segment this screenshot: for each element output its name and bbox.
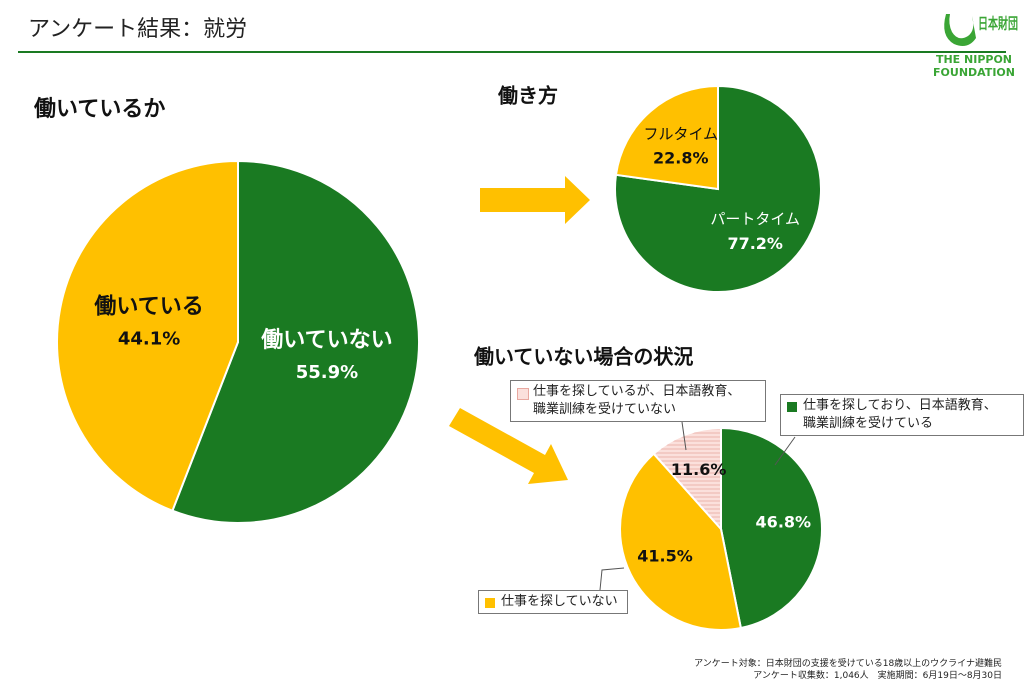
slice-label: 働いていない (260, 327, 392, 353)
leader-line (599, 567, 625, 591)
arrow (480, 176, 590, 224)
value-label: 55.9% (296, 362, 358, 383)
footnote: アンケート対象：日本財団の支援を受けている18歳以上のウクライナ避難民 (694, 659, 1002, 669)
slice-label: フルタイム (643, 125, 718, 143)
legend-label: 仕事を探しており、日本語教育、 職業訓練を受けている (803, 398, 997, 431)
leader-line (774, 436, 796, 466)
chart-title: 働き方 (497, 84, 558, 108)
logo-text: FOUNDATION (933, 66, 1015, 79)
logo-text: THE NIPPON (936, 53, 1012, 66)
pie-slice (720, 426, 823, 630)
pie-slice (614, 84, 719, 191)
slice-label: 働いている (93, 294, 203, 320)
legend-label: 仕事を探しているが、日本語教育、 職業訓練を受けていない (533, 384, 741, 417)
value-label: 77.2% (727, 234, 783, 253)
slice-label: パートタイム (710, 210, 800, 228)
page-title: アンケート結果：就労 (28, 17, 247, 42)
chart-title: 働いていない場合の状況 (473, 345, 693, 369)
pie-slice (652, 426, 722, 532)
legend-callout: 仕事を探していない (478, 590, 628, 614)
logo-mark (944, 14, 976, 46)
legend-callout: 仕事を探しているが、日本語教育、 職業訓練を受けていない (510, 380, 766, 422)
chart-title: 働いているか (33, 96, 165, 122)
value-label: 44.1% (118, 329, 180, 350)
legend-swatch (517, 388, 529, 400)
value-label: 22.8% (653, 149, 709, 168)
legend-swatch (787, 402, 797, 412)
pie-slice (171, 159, 420, 524)
arrow (449, 408, 568, 484)
value-label: 11.6% (671, 460, 727, 479)
value-label: 41.5% (637, 547, 693, 566)
value-label: 46.8% (756, 512, 812, 531)
legend-swatch (485, 598, 495, 608)
legend-callout: 仕事を探しており、日本語教育、 職業訓練を受けている (780, 394, 1024, 436)
pie-slice (619, 452, 743, 631)
leader-line (681, 421, 687, 451)
pie-slice (56, 159, 239, 513)
logo-name: 日本財団 (978, 15, 1018, 33)
pie-slice (614, 84, 822, 293)
legend-label: 仕事を探していない (501, 594, 618, 609)
footnote: アンケート収集数：1,046人 実施期間：6月19日～8月30日 (753, 671, 1002, 681)
